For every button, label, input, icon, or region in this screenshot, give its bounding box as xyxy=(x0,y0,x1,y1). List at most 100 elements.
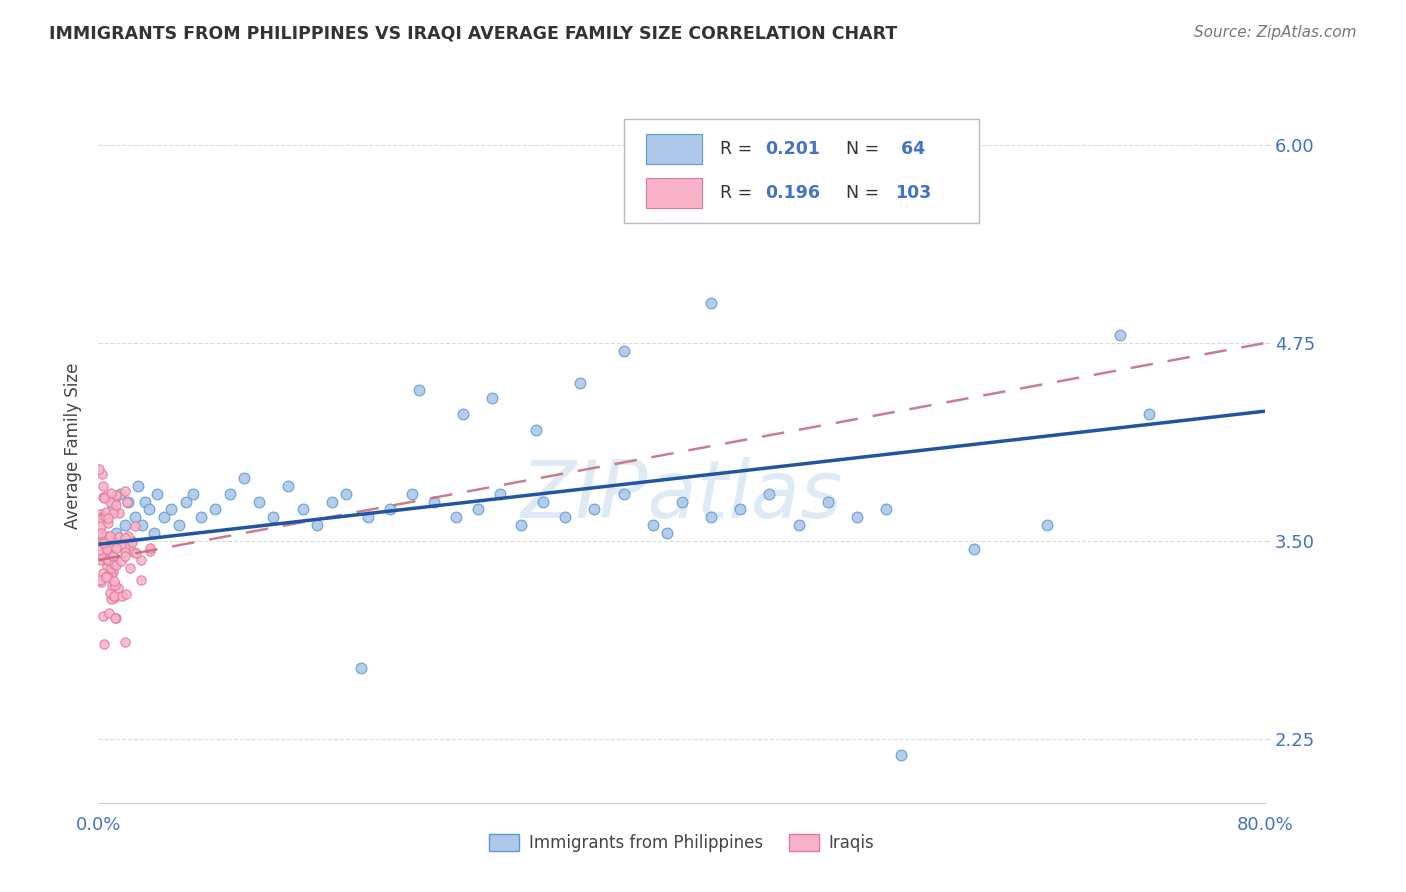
Point xyxy=(101,502,124,516)
Point xyxy=(817,494,839,508)
Point xyxy=(104,526,127,541)
Point xyxy=(101,578,124,592)
Point xyxy=(97,529,120,543)
Point xyxy=(120,534,142,549)
Point xyxy=(846,510,869,524)
Point xyxy=(93,491,115,505)
Point xyxy=(124,518,146,533)
Point xyxy=(118,561,141,575)
Point xyxy=(89,462,111,476)
Point xyxy=(91,478,114,492)
Point xyxy=(108,536,131,550)
Point xyxy=(103,589,125,603)
Point xyxy=(139,541,162,555)
Point xyxy=(100,566,122,581)
Point xyxy=(488,486,510,500)
Point xyxy=(91,533,114,547)
Bar xyxy=(645,134,702,164)
Text: 103: 103 xyxy=(896,184,932,202)
Point xyxy=(1108,328,1130,343)
Point xyxy=(129,553,152,567)
Point xyxy=(104,498,127,512)
Point xyxy=(218,486,240,500)
Point xyxy=(1035,518,1057,533)
Point xyxy=(110,486,132,500)
Point xyxy=(117,529,139,543)
Point xyxy=(98,494,121,508)
Text: 64: 64 xyxy=(896,140,925,158)
Text: N =: N = xyxy=(846,140,886,158)
Point xyxy=(612,486,634,500)
Point xyxy=(107,530,129,544)
Point xyxy=(160,502,183,516)
Point xyxy=(127,478,149,492)
Point xyxy=(89,536,111,550)
Point xyxy=(875,502,897,516)
Point xyxy=(408,384,430,398)
Point xyxy=(401,486,423,500)
Point xyxy=(98,585,121,599)
Point xyxy=(444,510,467,524)
Point xyxy=(90,547,112,561)
Point xyxy=(114,483,136,498)
Point xyxy=(531,494,554,508)
Point xyxy=(174,494,197,508)
Point xyxy=(94,541,117,555)
Point xyxy=(121,535,143,549)
Point xyxy=(138,502,160,516)
Text: R =: R = xyxy=(720,184,758,202)
Point xyxy=(103,557,125,571)
Point xyxy=(93,509,115,524)
Point xyxy=(90,512,112,526)
Point xyxy=(90,530,112,544)
Point xyxy=(583,502,606,516)
Point xyxy=(100,561,122,575)
Point xyxy=(103,550,125,565)
Point xyxy=(98,607,121,621)
Point xyxy=(262,510,284,524)
Point xyxy=(110,554,132,568)
Point xyxy=(110,538,132,552)
Point xyxy=(890,748,912,763)
Point xyxy=(97,569,120,583)
Point xyxy=(142,526,165,541)
Point xyxy=(700,510,723,524)
Point xyxy=(93,540,115,554)
Point xyxy=(134,494,156,508)
Point xyxy=(510,518,533,533)
Point xyxy=(91,490,114,504)
Point xyxy=(100,485,122,500)
Point xyxy=(117,494,139,508)
Point xyxy=(357,510,380,524)
Point xyxy=(90,531,112,545)
Point xyxy=(104,558,127,573)
Point xyxy=(962,542,984,557)
Point xyxy=(104,611,127,625)
Text: Source: ZipAtlas.com: Source: ZipAtlas.com xyxy=(1194,25,1357,40)
Point xyxy=(93,536,115,550)
Text: R =: R = xyxy=(720,140,758,158)
Point xyxy=(91,467,114,482)
Point xyxy=(111,589,134,603)
Point xyxy=(131,518,153,533)
Point xyxy=(321,494,343,508)
Point xyxy=(758,486,780,500)
Legend: Immigrants from Philippines, Iraqis: Immigrants from Philippines, Iraqis xyxy=(482,827,882,859)
Point xyxy=(700,296,723,310)
Point xyxy=(153,510,176,524)
Point xyxy=(124,510,146,524)
Point xyxy=(115,586,138,600)
Point xyxy=(91,549,114,563)
Point xyxy=(98,550,121,565)
Point xyxy=(101,552,124,566)
Point xyxy=(100,547,122,561)
Point xyxy=(93,608,115,623)
Point xyxy=(104,611,127,625)
Text: ZIPatlas: ZIPatlas xyxy=(520,457,844,535)
Point xyxy=(105,541,128,556)
Point xyxy=(90,526,112,541)
Point xyxy=(380,502,402,516)
Point xyxy=(122,545,145,559)
Text: N =: N = xyxy=(846,184,886,202)
Point xyxy=(114,518,136,533)
